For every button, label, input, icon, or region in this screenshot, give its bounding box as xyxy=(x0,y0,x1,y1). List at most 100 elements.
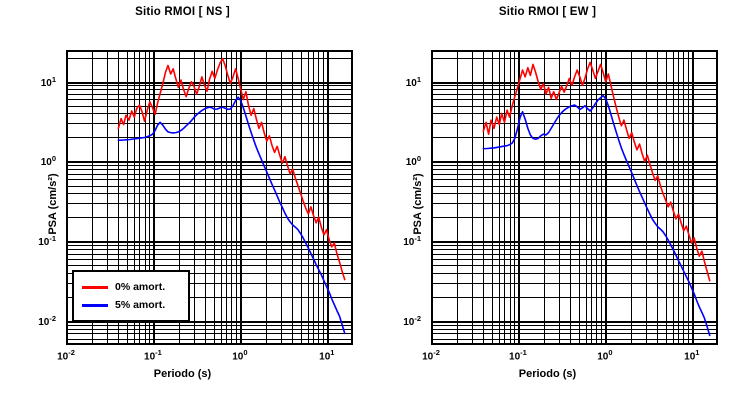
grid-line-h xyxy=(431,94,718,96)
grid-line-h xyxy=(431,193,718,195)
grid-line-h xyxy=(431,137,718,139)
grid-line-h xyxy=(66,193,353,195)
y-tick-label: 100 xyxy=(40,154,56,169)
grid-line-v xyxy=(266,50,268,345)
grid-line-v xyxy=(231,50,233,345)
grid-line-h xyxy=(431,253,718,255)
grid-line-v xyxy=(672,50,674,345)
grid-line-v xyxy=(139,50,141,345)
data-series-damping-0 xyxy=(482,61,711,282)
x-tick-label: 101 xyxy=(319,348,335,363)
grid-line-v xyxy=(631,50,633,345)
x-axis-title-ns: Periodo (s) xyxy=(153,368,212,380)
grid-line-h xyxy=(431,123,718,125)
grid-line-h xyxy=(66,333,353,335)
x-tick-label: 100 xyxy=(232,348,248,363)
y-tick-label: 10-1 xyxy=(38,234,56,249)
grid-line-v xyxy=(235,50,237,345)
legend-label-0amort-ns: 0% amort. xyxy=(115,281,166,293)
y-tick-label: 10-2 xyxy=(38,313,56,329)
grid-line-h xyxy=(66,94,353,96)
grid-line-v xyxy=(205,50,207,345)
y-tick-label: 10-2 xyxy=(403,313,421,329)
grid-line-h xyxy=(431,333,718,335)
grid-line-h xyxy=(431,113,718,115)
grid-line-h xyxy=(431,185,718,187)
grid-line-h xyxy=(431,338,718,340)
grid-line-v xyxy=(517,50,520,345)
plot-area-ns xyxy=(66,50,353,345)
grid-line-h xyxy=(66,241,353,244)
grid-line-h xyxy=(431,81,718,84)
grid-line-v xyxy=(691,50,694,345)
grid-line-h xyxy=(66,165,353,167)
grid-line-v xyxy=(591,50,593,345)
grid-line-h xyxy=(66,161,353,164)
y-axis-ticks-ew: 101 100 10-1 10-2 xyxy=(365,50,431,345)
grid-line-h xyxy=(431,241,718,244)
grid-line-h xyxy=(431,165,718,167)
curves-ew xyxy=(431,50,718,345)
grid-line-h xyxy=(431,161,718,164)
grid-line-h xyxy=(431,328,718,330)
grid-line-v xyxy=(152,50,155,345)
grid-line-h xyxy=(66,244,353,246)
grid-line-h xyxy=(66,105,353,107)
panel-ns: Sitio RMOI [ NS ] PSA (cm/s²) 101 100 10-1… xyxy=(38,6,353,380)
grid-line-v xyxy=(292,50,294,345)
grid-line-h xyxy=(431,244,718,246)
grid-line-h xyxy=(431,89,718,91)
grid-line-v xyxy=(498,50,500,345)
grid-line-h xyxy=(66,203,353,205)
grid-line-h xyxy=(66,113,353,115)
grid-line-v xyxy=(281,50,283,345)
x-tick-label: 10-1 xyxy=(144,348,162,363)
grid-line-v xyxy=(483,50,485,345)
grid-line-v xyxy=(472,50,474,345)
grid-line-v xyxy=(313,50,315,345)
grid-line-h xyxy=(431,85,718,87)
grid-line-h xyxy=(66,57,353,59)
grid-line-v xyxy=(578,50,580,345)
grid-line-v xyxy=(326,50,329,345)
grid-line-h xyxy=(66,179,353,181)
grid-line-v xyxy=(559,50,561,345)
grid-line-v xyxy=(457,50,459,345)
grid-line-v xyxy=(504,50,506,345)
grid-line-v xyxy=(600,50,602,345)
grid-line-v xyxy=(683,50,685,345)
x-tick-label: 100 xyxy=(597,348,613,363)
curves-ns xyxy=(66,50,353,345)
grid-line-h xyxy=(431,217,718,219)
grid-line-h xyxy=(431,173,718,175)
grid-line-h xyxy=(66,296,353,298)
grid-line-v xyxy=(179,50,181,345)
grid-line-h xyxy=(431,324,718,326)
y-tick-label: 101 xyxy=(40,74,56,89)
grid-line-h xyxy=(431,282,718,284)
grid-line-h xyxy=(66,265,353,267)
grid-line-h xyxy=(66,282,353,284)
legend-ns: 0% amort. 5% amort. xyxy=(72,270,190,322)
grid-line-v xyxy=(239,50,242,345)
x-tick-label: 101 xyxy=(684,348,700,363)
legend-swatch-red-ns xyxy=(82,285,108,289)
grid-line-h xyxy=(431,169,718,171)
grid-line-v xyxy=(665,50,667,345)
y-tick-label: 101 xyxy=(405,74,421,89)
grid-line-v xyxy=(604,50,607,345)
x-axis-title-ew: Periodo (s) xyxy=(518,368,577,380)
grid-line-v xyxy=(226,50,228,345)
y-tick-label: 100 xyxy=(405,154,421,169)
grid-line-v xyxy=(596,50,598,345)
grid-line-h xyxy=(431,296,718,298)
grid-line-v xyxy=(118,50,120,345)
grid-line-v xyxy=(213,50,215,345)
x-tick-label: 10-2 xyxy=(422,348,440,363)
grid-line-v xyxy=(544,50,546,345)
plot-area-ew xyxy=(431,50,718,345)
grid-line-v xyxy=(585,50,587,345)
grid-line-v xyxy=(318,50,320,345)
grid-line-h xyxy=(66,324,353,326)
